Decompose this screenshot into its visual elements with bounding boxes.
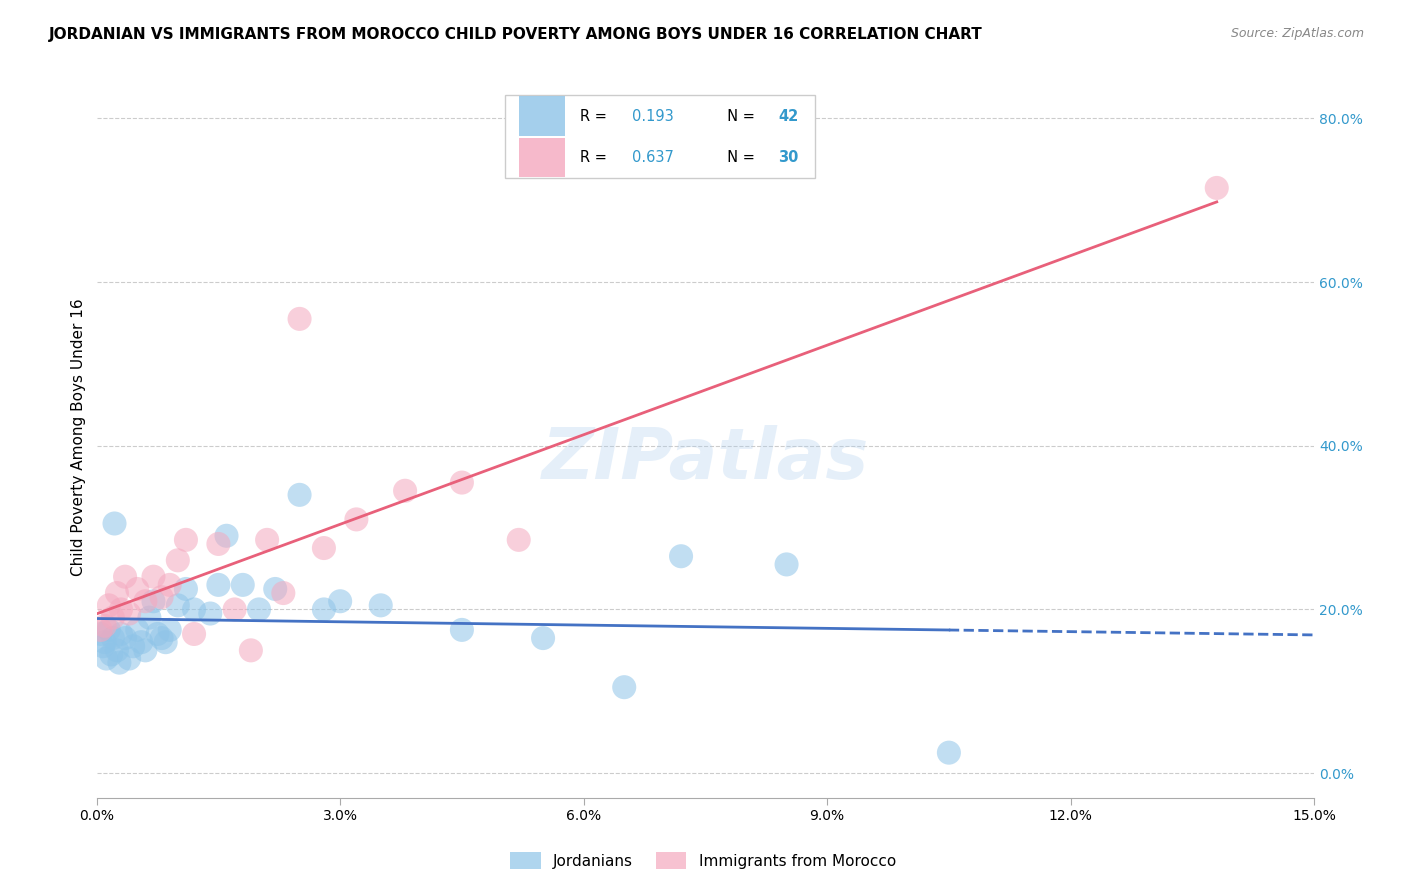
Point: [288, 311, 311, 326]
Point: [110, 627, 132, 641]
Point: [215, 529, 238, 543]
Point: [94, 635, 117, 649]
Point: [118, 651, 141, 665]
Y-axis label: Child Poverty Among Boys Under 16: Child Poverty Among Boys Under 16: [72, 299, 86, 576]
Point: [138, 610, 160, 624]
Point: [312, 541, 335, 555]
Text: R =: R =: [581, 109, 616, 124]
Point: [207, 537, 229, 551]
Point: [174, 582, 197, 596]
Point: [207, 578, 229, 592]
Legend: Jordanians, Immigrants from Morocco: Jordanians, Immigrants from Morocco: [503, 846, 903, 875]
Point: [200, 607, 222, 621]
Point: [129, 635, 152, 649]
Point: [247, 602, 270, 616]
Point: [264, 582, 287, 596]
Point: [105, 643, 128, 657]
Text: 0.637: 0.637: [633, 150, 675, 165]
Text: JORDANIAN VS IMMIGRANTS FROM MOROCCO CHILD POVERTY AMONG BOYS UNDER 16 CORRELATI: JORDANIAN VS IMMIGRANTS FROM MOROCCO CHI…: [49, 27, 983, 42]
Point: [90, 623, 112, 637]
Point: [134, 594, 156, 608]
Point: [114, 570, 136, 584]
Point: [224, 602, 246, 616]
Bar: [519, 96, 565, 136]
Point: [159, 623, 181, 637]
Point: [96, 651, 118, 665]
Point: [127, 623, 149, 637]
Point: [146, 627, 169, 641]
Point: [451, 475, 474, 490]
Text: 30: 30: [779, 150, 799, 165]
Point: [155, 635, 177, 649]
Point: [94, 619, 117, 633]
Point: [775, 558, 797, 572]
Text: 42: 42: [779, 109, 799, 124]
Text: R =: R =: [581, 150, 616, 165]
Point: [150, 631, 173, 645]
Point: [232, 578, 254, 592]
Point: [239, 643, 262, 657]
Point: [101, 610, 124, 624]
Point: [370, 599, 392, 613]
Point: [613, 680, 636, 694]
Point: [101, 631, 124, 645]
Point: [142, 570, 165, 584]
Point: [174, 533, 197, 547]
Text: ZIPatlas: ZIPatlas: [541, 425, 869, 493]
Text: N =: N =: [717, 150, 759, 165]
Point: [134, 643, 156, 657]
Point: [159, 578, 181, 592]
Bar: [505, 95, 815, 178]
Point: [97, 623, 120, 637]
Point: [329, 594, 352, 608]
Point: [394, 483, 416, 498]
Point: [110, 602, 132, 616]
Point: [127, 582, 149, 596]
Text: Source: ZipAtlas.com: Source: ZipAtlas.com: [1230, 27, 1364, 40]
Point: [100, 648, 122, 662]
Point: [97, 599, 120, 613]
Point: [312, 602, 335, 616]
Text: N =: N =: [717, 109, 759, 124]
Point: [90, 627, 112, 641]
Point: [150, 590, 173, 604]
Point: [183, 627, 205, 641]
Point: [288, 488, 311, 502]
Point: [122, 640, 145, 654]
Point: [669, 549, 692, 564]
Point: [1205, 181, 1227, 195]
Point: [451, 623, 474, 637]
Point: [273, 586, 295, 600]
Point: [508, 533, 530, 547]
Bar: [519, 137, 565, 178]
Point: [256, 533, 278, 547]
Point: [108, 656, 131, 670]
Point: [114, 631, 136, 645]
Point: [344, 512, 367, 526]
Point: [118, 607, 141, 621]
Point: [103, 516, 125, 531]
Point: [166, 553, 188, 567]
Point: [166, 599, 188, 613]
Point: [531, 631, 554, 645]
Point: [938, 746, 960, 760]
Point: [91, 640, 114, 654]
Point: [105, 586, 128, 600]
Point: [142, 594, 165, 608]
Point: [183, 602, 205, 616]
Text: 0.193: 0.193: [633, 109, 673, 124]
